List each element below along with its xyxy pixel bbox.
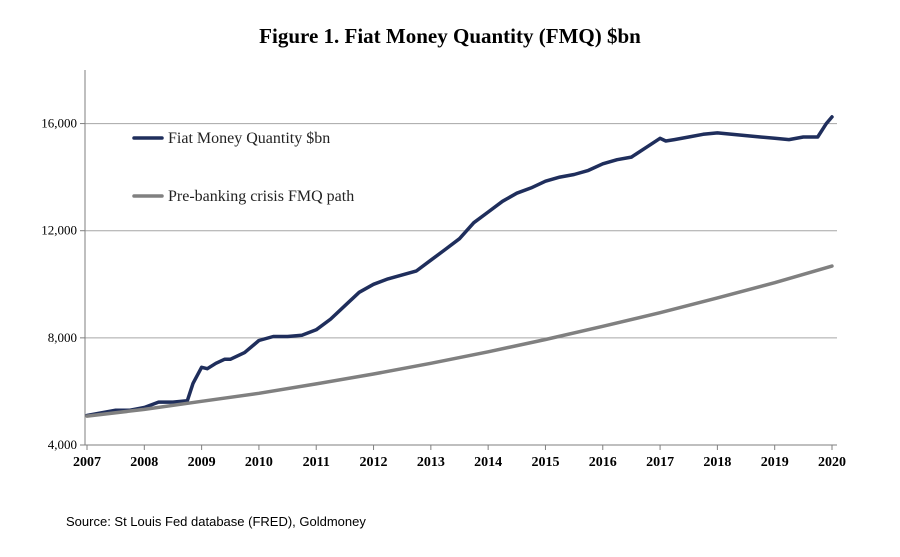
legend-label-2: Pre-banking crisis FMQ path: [168, 188, 354, 205]
x-tick-label: 2015: [531, 455, 559, 470]
x-tick-label: 2020: [818, 455, 846, 470]
x-tick-label: 2008: [130, 455, 158, 470]
x-tick-label: 2012: [360, 455, 388, 470]
gridlines: [85, 123, 837, 339]
legend: Fiat Money Quantity $bn Pre-banking crisi…: [132, 130, 354, 205]
x-axis-ticks: 2007 2008 2009 2010 2011 2012 2013 2014 2015 2016…: [73, 445, 846, 470]
y-tick-label: 16,000: [41, 116, 77, 131]
y-axis-ticks: 4,000 8,000 12,000 16,000: [41, 116, 85, 452]
axes: [84, 70, 837, 446]
x-tick-label: 2007: [73, 455, 101, 470]
x-tick-label: 2017: [646, 455, 674, 470]
legend-label-1: Fiat Money Quantity $bn: [168, 130, 330, 147]
x-tick-label: 2013: [417, 455, 445, 470]
y-tick-label: 8,000: [48, 330, 77, 345]
y-tick-label: 4,000: [48, 437, 77, 452]
chart-title: Figure 1. Fiat Money Quantity (FMQ) $bn: [259, 24, 641, 48]
series-lines: [85, 115, 834, 418]
y-tick-label: 12,000: [41, 223, 77, 238]
source-note: Source: St Louis Fed database (FRED), Go…: [66, 514, 366, 529]
x-tick-label: 2010: [245, 455, 273, 470]
x-tick-label: 2011: [303, 455, 330, 470]
x-tick-label: 2019: [761, 455, 789, 470]
x-tick-label: 2018: [703, 455, 731, 470]
series-line-1: [85, 115, 834, 418]
x-tick-label: 2009: [188, 455, 216, 470]
x-tick-label: 2016: [589, 455, 617, 470]
x-tick-label: 2014: [474, 455, 502, 470]
series-line-2: [85, 264, 834, 418]
